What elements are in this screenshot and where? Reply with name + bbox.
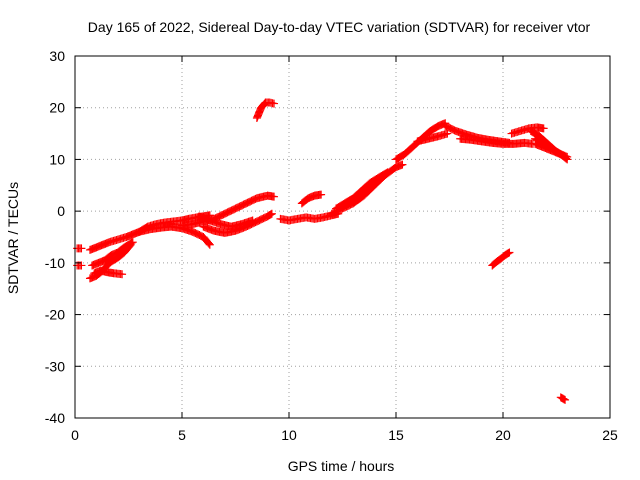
series-arc-19 — [456, 134, 537, 148]
series-arc-20 — [507, 123, 548, 138]
y-tick-label: 0 — [57, 203, 65, 219]
x-axis-label: GPS time / hours — [288, 458, 395, 474]
data-point-marks — [252, 98, 279, 123]
series-arc-6 — [88, 238, 137, 270]
data-point-marks — [195, 212, 257, 231]
y-tick-label: 20 — [49, 100, 65, 116]
y-tick-label: -10 — [45, 255, 65, 271]
series-arc-2 — [73, 261, 86, 270]
x-tick-label: 25 — [602, 427, 618, 443]
y-axis-label: SDTVAR / TECUs — [5, 182, 21, 294]
data-point-marks — [297, 190, 326, 208]
y-tick-label: 10 — [49, 151, 65, 167]
grid-lines — [75, 56, 610, 418]
data-marks — [73, 98, 572, 404]
data-point-marks — [135, 222, 214, 249]
x-tick-label: 0 — [71, 427, 79, 443]
series-arc-17 — [413, 129, 452, 146]
plot-frame — [74, 55, 611, 419]
series-arc-24 — [488, 248, 514, 270]
series-arc-1 — [73, 244, 86, 253]
data-point-marks — [456, 134, 537, 148]
series-arc-7 — [135, 222, 214, 249]
series-arc-11 — [252, 98, 279, 123]
axis-ticks: 0 5 10 15 20 25 -40 -30 -20 -10 0 10 20 30 — [45, 48, 618, 443]
data-point-marks — [88, 238, 137, 270]
x-tick-label: 5 — [178, 427, 186, 443]
series-arc-12 — [297, 190, 326, 208]
x-tick-label: 20 — [495, 427, 511, 443]
series-arc-5 — [90, 266, 127, 279]
data-point-marks — [556, 393, 570, 404]
series-arc-23 — [526, 126, 570, 161]
x-tick-label: 10 — [281, 427, 297, 443]
series-arc-10 — [195, 212, 257, 231]
data-point-marks — [90, 266, 127, 279]
data-point-marks — [73, 261, 86, 270]
series-arc-15 — [332, 168, 392, 213]
data-point-marks — [413, 129, 452, 146]
series-arc-25 — [556, 393, 570, 404]
y-tick-label: -40 — [45, 410, 65, 426]
y-tick-label: -30 — [45, 358, 65, 374]
y-tick-label: -20 — [45, 307, 65, 323]
data-point-marks — [526, 126, 570, 161]
y-tick-label: 30 — [49, 48, 65, 64]
x-tick-label: 15 — [388, 427, 404, 443]
data-point-marks — [332, 168, 392, 213]
data-point-marks — [73, 244, 86, 253]
data-point-marks — [507, 123, 548, 138]
data-point-marks — [488, 248, 514, 270]
chart-title: Day 165 of 2022, Sidereal Day-to-day VTE… — [88, 19, 591, 35]
